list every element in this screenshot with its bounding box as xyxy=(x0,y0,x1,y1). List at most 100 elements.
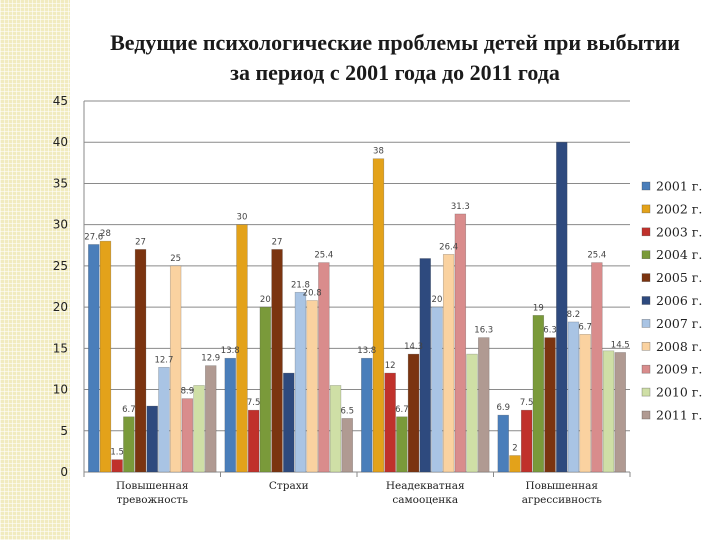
data-label: 26.4 xyxy=(439,242,458,252)
data-label: 25 xyxy=(170,254,181,264)
y-tick-label: 0 xyxy=(60,465,68,479)
bar xyxy=(294,291,307,473)
bar xyxy=(579,334,591,473)
chart-title: Ведущие психологические проблемы детей п… xyxy=(110,30,680,85)
bar xyxy=(419,258,431,473)
data-label: 21.8 xyxy=(291,280,310,290)
decorative-side-strip xyxy=(0,0,70,540)
bar xyxy=(99,240,112,473)
y-tick-label: 30 xyxy=(53,218,68,232)
legend-label: 2006 г. xyxy=(656,293,702,308)
legend-label: 2002 г. xyxy=(656,201,702,216)
y-tick-label: 15 xyxy=(53,341,68,355)
bar xyxy=(466,353,478,473)
legend-label: 2001 г. xyxy=(656,179,702,194)
legend-label: 2005 г. xyxy=(656,270,702,285)
bar xyxy=(478,337,490,473)
bar xyxy=(431,306,443,473)
bar xyxy=(532,315,545,473)
legend-swatch xyxy=(641,273,651,282)
bar xyxy=(111,459,123,473)
bar xyxy=(509,455,521,473)
bar xyxy=(283,372,295,473)
bar xyxy=(591,262,603,473)
bar xyxy=(306,300,318,473)
data-label: 25.4 xyxy=(314,251,333,261)
data-label: 12.7 xyxy=(154,355,173,365)
data-label: 6.3 xyxy=(543,326,557,336)
data-label: 27.6 xyxy=(84,232,103,242)
bar xyxy=(497,414,509,473)
data-label: 38 xyxy=(373,147,384,157)
legend-label: 2010 г. xyxy=(656,385,702,400)
bar xyxy=(602,350,615,473)
legend-swatch xyxy=(641,387,651,397)
bar xyxy=(318,262,330,473)
data-label: 2 xyxy=(512,444,517,454)
y-tick-label: 45 xyxy=(53,94,68,108)
legend-label: 2003 г. xyxy=(656,224,702,239)
data-label: 13.8 xyxy=(357,346,376,356)
bars xyxy=(88,141,626,473)
y-tick-label: 10 xyxy=(53,383,68,397)
bar xyxy=(146,405,158,473)
legend-swatch xyxy=(641,227,651,237)
data-label: 12.9 xyxy=(201,354,220,364)
bar xyxy=(169,265,182,473)
legend-swatch xyxy=(641,296,651,305)
bar xyxy=(123,416,135,473)
bar xyxy=(224,357,236,473)
data-label: 30 xyxy=(237,213,248,223)
bar xyxy=(158,366,170,473)
data-label: 20.8 xyxy=(303,289,322,299)
data-label: 28 xyxy=(100,229,111,239)
legend-label: 2008 г. xyxy=(656,339,702,354)
legend-label: 2011 г. xyxy=(656,408,702,423)
category-label: Неадекватная самооценка xyxy=(386,480,465,506)
data-label: 13.8 xyxy=(221,346,240,356)
category-label: Повышенная тревожность xyxy=(116,480,189,506)
bar xyxy=(384,372,396,473)
bar xyxy=(544,337,556,473)
bar xyxy=(247,409,260,473)
data-label: 31.3 xyxy=(451,202,470,212)
bar xyxy=(271,249,283,473)
data-label: 7.5 xyxy=(520,398,534,408)
legend-swatch xyxy=(641,410,651,420)
bar xyxy=(442,254,455,473)
legend: 2001 г. 2002 г. 2003 г. 2004 г. 2005 г. 2006 … xyxy=(641,179,702,423)
bar xyxy=(520,409,533,473)
legend-swatch xyxy=(641,250,651,259)
data-label: 20 xyxy=(432,295,443,305)
bar xyxy=(614,352,626,473)
bar xyxy=(259,306,272,473)
data-label: 6.7 xyxy=(395,405,409,415)
data-label: 12 xyxy=(385,361,396,371)
legend-swatch xyxy=(641,181,651,191)
data-label: 14.3 xyxy=(404,342,423,352)
legend-swatch xyxy=(641,319,651,328)
axes: 0 5 10 15 20 25 30 35 40 45 xyxy=(53,94,631,479)
y-tick-label: 25 xyxy=(53,259,68,273)
bar xyxy=(329,385,342,473)
bar xyxy=(407,353,420,473)
bar xyxy=(134,249,147,473)
y-tick-label: 5 xyxy=(60,424,68,438)
data-label: 19 xyxy=(533,303,544,313)
bar xyxy=(556,141,568,473)
category-labels: Повышенная тревожность Страхи Неадекватная с… xyxy=(116,480,602,506)
data-label: 14.5 xyxy=(611,340,630,350)
bar xyxy=(454,213,467,473)
data-label: 6.5 xyxy=(340,406,354,416)
data-labels: 27.6281.56.72712.7258.912.913.8307.52027… xyxy=(84,147,629,458)
legend-label: 2009 г. xyxy=(656,362,702,377)
bar xyxy=(236,224,248,473)
data-label: 8.9 xyxy=(181,387,195,397)
bar xyxy=(88,244,100,473)
data-label: 16.3 xyxy=(474,326,493,336)
data-label: 25.4 xyxy=(587,251,606,261)
category-label: Повышенная агрессивность xyxy=(522,480,602,506)
legend-swatch xyxy=(641,364,651,374)
bar xyxy=(205,365,217,473)
